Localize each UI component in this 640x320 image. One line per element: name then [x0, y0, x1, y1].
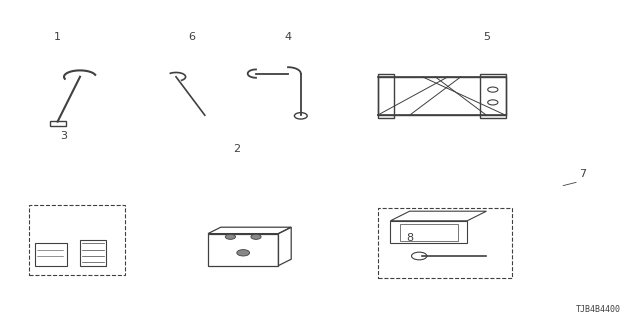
Bar	[378, 208, 512, 278]
Text: 7: 7	[579, 169, 586, 179]
Text: 4: 4	[284, 32, 292, 42]
Bar	[29, 205, 125, 275]
Bar	[378, 74, 394, 118]
Text: 8: 8	[406, 233, 413, 243]
Bar	[378, 77, 506, 115]
Circle shape	[237, 250, 250, 256]
Bar	[35, 243, 67, 266]
Bar	[390, 221, 467, 243]
Bar	[208, 234, 278, 266]
Bar	[50, 121, 66, 126]
Bar	[400, 224, 458, 241]
Circle shape	[225, 234, 236, 239]
Text: 2: 2	[233, 144, 241, 154]
Text: 3: 3	[61, 131, 67, 141]
Bar	[480, 74, 506, 118]
Text: TJB4B4400: TJB4B4400	[576, 305, 621, 314]
Text: 6: 6	[189, 32, 195, 42]
Bar	[80, 240, 106, 266]
Circle shape	[251, 234, 261, 239]
Text: 5: 5	[483, 32, 490, 42]
Text: 1: 1	[54, 32, 61, 42]
